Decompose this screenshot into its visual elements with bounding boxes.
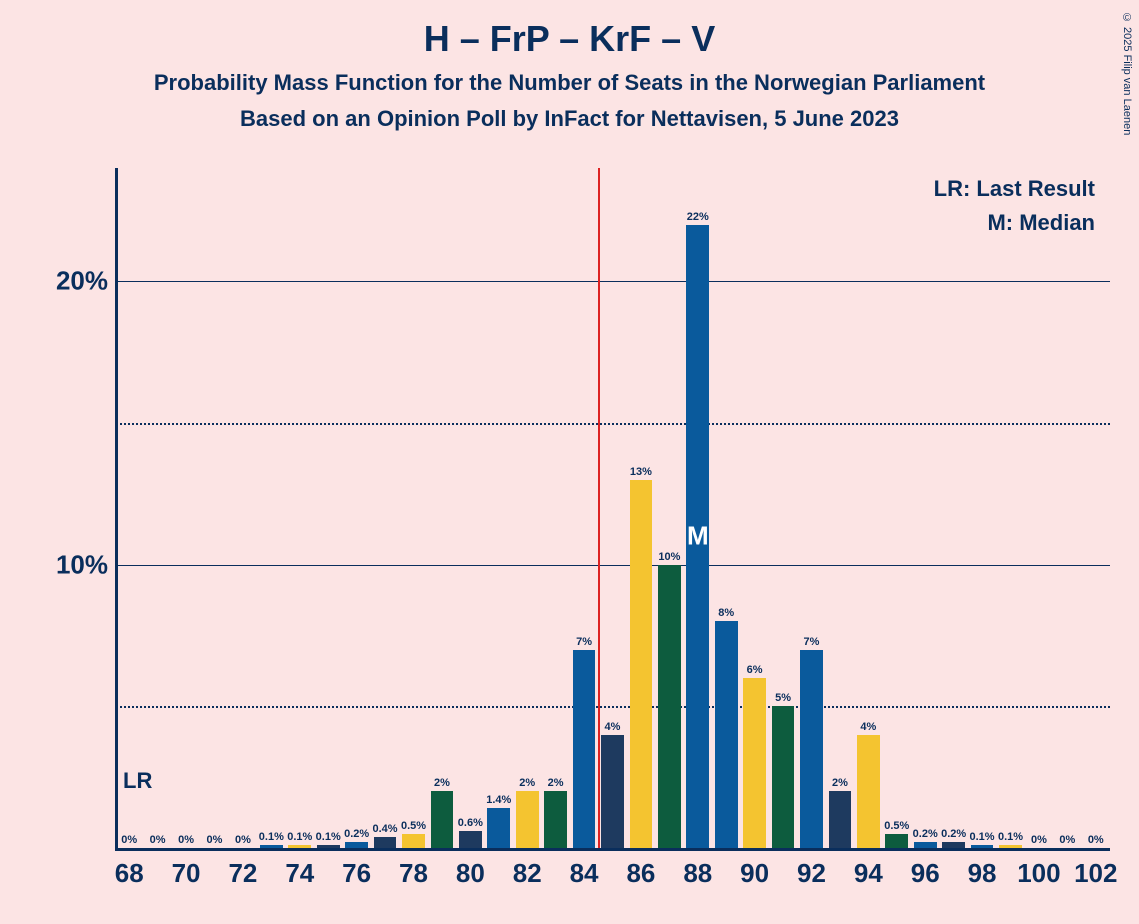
- chart-container: H – FrP – KrF – V Probability Mass Funct…: [0, 0, 1139, 924]
- bar-value-label: 13%: [630, 466, 652, 478]
- bar-value-label: 2%: [832, 777, 848, 789]
- x-axis-tick-label: 78: [399, 858, 428, 889]
- bar-value-label: 7%: [576, 636, 592, 648]
- x-axis-tick-label: 86: [626, 858, 655, 889]
- y-axis: [115, 168, 118, 848]
- bar: 4%: [857, 735, 880, 848]
- bar: 0.6%: [459, 831, 482, 848]
- gridline: [115, 423, 1110, 425]
- bar: 0.5%: [885, 834, 908, 848]
- x-axis-tick-label: 100: [1017, 858, 1060, 889]
- bar: 2%: [544, 791, 567, 848]
- bar: 6%: [743, 678, 766, 848]
- x-axis-tick-label: 102: [1074, 858, 1117, 889]
- bar-value-label: 6%: [747, 664, 763, 676]
- bar: 8%: [715, 621, 738, 848]
- x-axis-tick-label: 74: [285, 858, 314, 889]
- y-axis-tick-label: 20%: [56, 266, 108, 297]
- chart-subtitle-2: Based on an Opinion Poll by InFact for N…: [0, 106, 1139, 132]
- bar-value-label: 0%: [235, 834, 251, 846]
- legend-lr: LR: Last Result: [934, 176, 1095, 202]
- bar-value-label: 0.5%: [401, 820, 426, 832]
- chart-title: H – FrP – KrF – V: [0, 18, 1139, 60]
- x-axis-tick-label: 80: [456, 858, 485, 889]
- median-marker: M: [687, 521, 709, 552]
- title-block: H – FrP – KrF – V Probability Mass Funct…: [0, 0, 1139, 132]
- bar: 0.2%: [345, 842, 368, 848]
- bar-value-label: 0.1%: [316, 831, 341, 843]
- x-axis: [115, 848, 1110, 851]
- bar: 2%: [431, 791, 454, 848]
- bar: 0.4%: [374, 837, 397, 848]
- bar: 0.1%: [999, 845, 1022, 848]
- chart-subtitle-1: Probability Mass Function for the Number…: [0, 70, 1139, 96]
- bar-value-label: 5%: [775, 692, 791, 704]
- bar-value-label: 0%: [178, 834, 194, 846]
- bar: 0.2%: [942, 842, 965, 848]
- bar: 0.1%: [288, 845, 311, 848]
- bar: 13%: [630, 480, 653, 848]
- legend-median: M: Median: [987, 210, 1095, 236]
- bar-value-label: 0%: [207, 834, 223, 846]
- x-axis-tick-label: 98: [968, 858, 997, 889]
- x-axis-tick-label: 82: [513, 858, 542, 889]
- bar-value-label: 4%: [605, 721, 621, 733]
- bar-value-label: 0%: [121, 834, 137, 846]
- x-axis-tick-label: 92: [797, 858, 826, 889]
- bar: 4%: [601, 735, 624, 848]
- y-axis-tick-label: 10%: [56, 549, 108, 580]
- gridline: [115, 281, 1110, 282]
- last-result-line: [598, 168, 600, 848]
- bar-value-label: 10%: [658, 551, 680, 563]
- bar-value-label: 0.2%: [344, 828, 369, 840]
- bar-value-label: 0.1%: [970, 831, 995, 843]
- bar-value-label: 0%: [1059, 834, 1075, 846]
- bar-value-label: 0%: [150, 834, 166, 846]
- bar-value-label: 0.2%: [913, 828, 938, 840]
- bar-value-label: 7%: [804, 636, 820, 648]
- x-axis-tick-label: 90: [740, 858, 769, 889]
- bar-value-label: 0.1%: [998, 831, 1023, 843]
- bar-value-label: 4%: [860, 721, 876, 733]
- x-axis-tick-label: 84: [570, 858, 599, 889]
- bar: 2%: [516, 791, 539, 848]
- x-axis-tick-label: 68: [115, 858, 144, 889]
- bar-value-label: 0%: [1088, 834, 1104, 846]
- x-axis-tick-label: 94: [854, 858, 883, 889]
- gridline: [115, 565, 1110, 566]
- bar: 1.4%: [487, 808, 510, 848]
- bar: 0.1%: [260, 845, 283, 848]
- bar: 10%: [658, 565, 681, 848]
- bar-value-label: 0.4%: [373, 823, 398, 835]
- bar: 7%: [800, 650, 823, 848]
- bar-value-label: 2%: [548, 777, 564, 789]
- bar-value-label: 2%: [519, 777, 535, 789]
- bar-value-label: 22%: [687, 211, 709, 223]
- x-axis-tick-label: 72: [228, 858, 257, 889]
- x-axis-tick-label: 70: [172, 858, 201, 889]
- bar: 2%: [829, 791, 852, 848]
- bar: 0.1%: [971, 845, 994, 848]
- bar-value-label: 0.1%: [287, 831, 312, 843]
- bar: 7%: [573, 650, 596, 848]
- x-axis-tick-label: 76: [342, 858, 371, 889]
- x-axis-tick-label: 88: [683, 858, 712, 889]
- bar-value-label: 1.4%: [486, 794, 511, 806]
- gridline: [115, 706, 1110, 708]
- last-result-label: LR: [123, 768, 152, 794]
- bar: 5%: [772, 706, 795, 848]
- bar-value-label: 8%: [718, 607, 734, 619]
- x-axis-tick-label: 96: [911, 858, 940, 889]
- chart-plot-area: 10%20%6870727476788082848688909294969810…: [115, 168, 1110, 848]
- bar-value-label: 0.1%: [259, 831, 284, 843]
- bar-value-label: 0.5%: [884, 820, 909, 832]
- bar: 0.1%: [317, 845, 340, 848]
- bar-value-label: 0.6%: [458, 817, 483, 829]
- copyright-text: © 2025 Filip van Laenen: [1121, 12, 1133, 135]
- bar-value-label: 0%: [1031, 834, 1047, 846]
- bar-value-label: 0.2%: [941, 828, 966, 840]
- bar: 0.2%: [914, 842, 937, 848]
- bar-value-label: 2%: [434, 777, 450, 789]
- bar: 0.5%: [402, 834, 425, 848]
